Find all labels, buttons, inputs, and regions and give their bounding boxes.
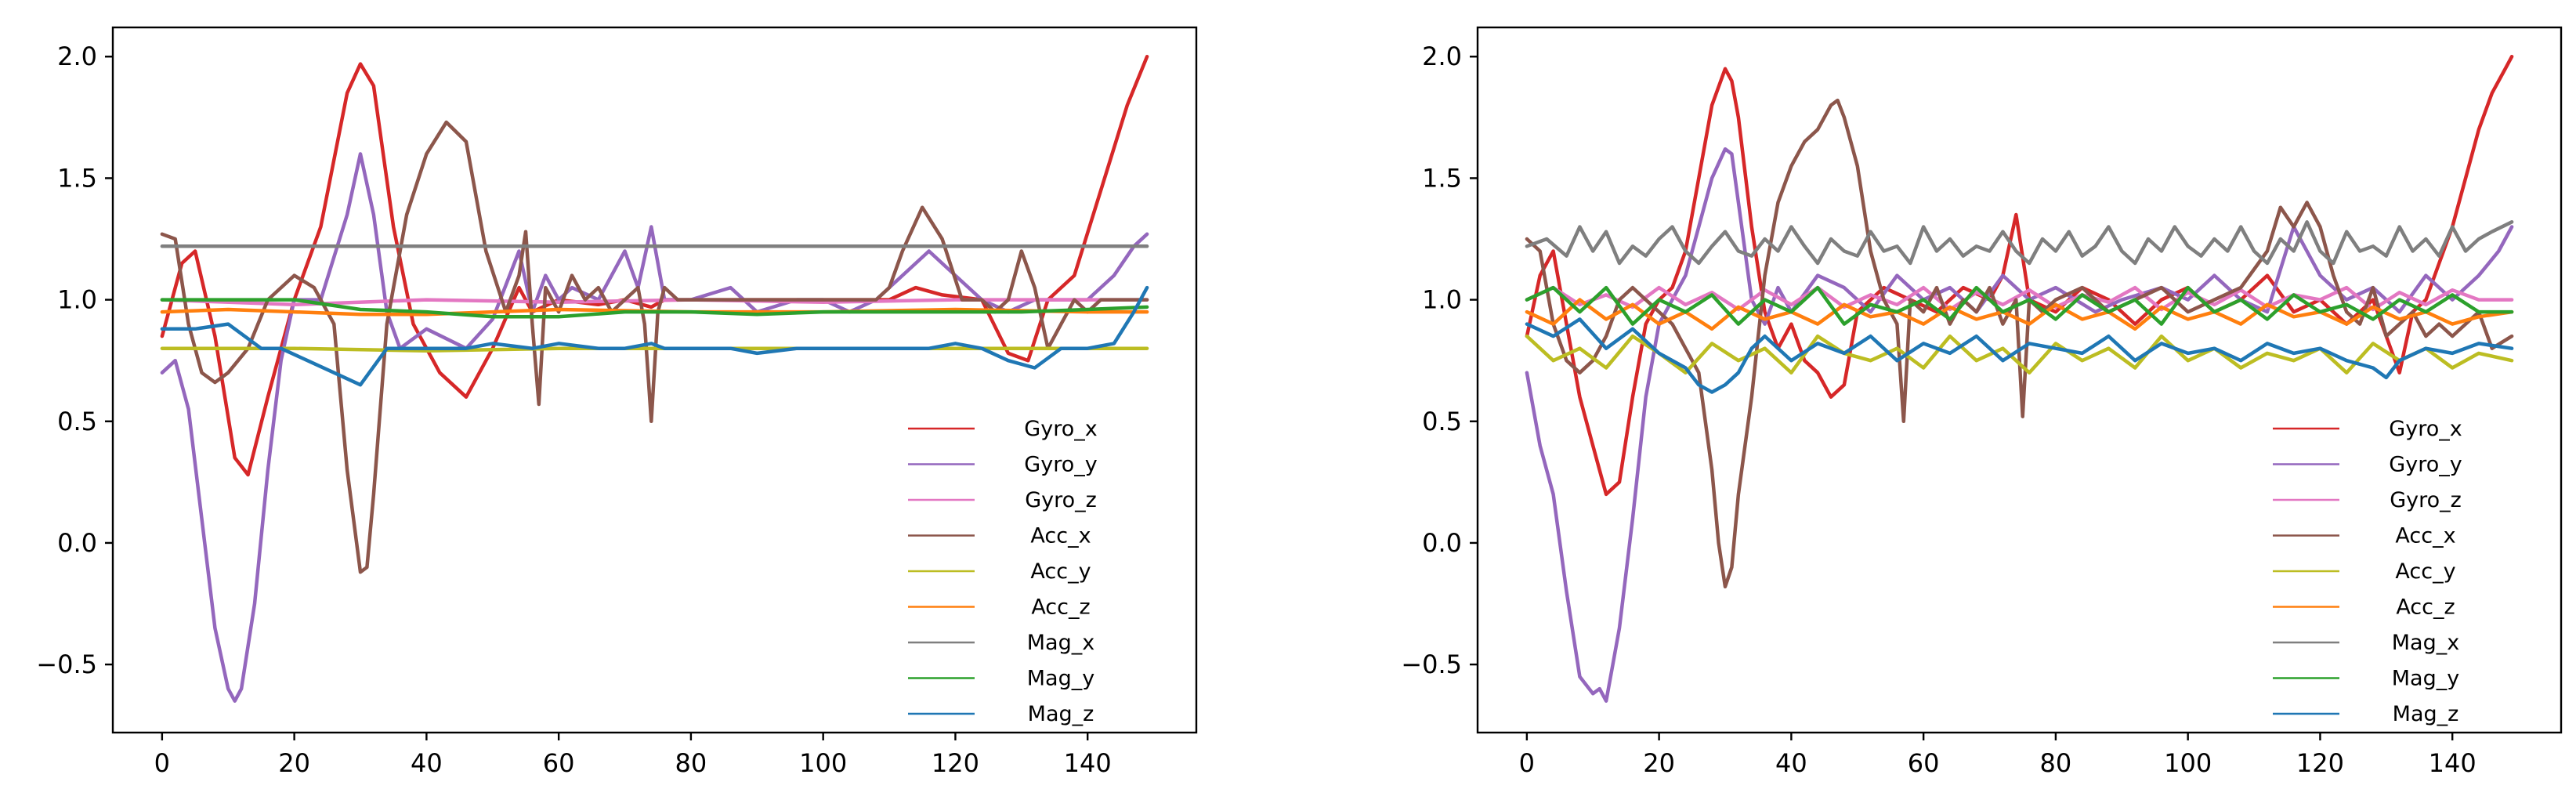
series-line-acc-x bbox=[160, 120, 1149, 574]
series-lines bbox=[160, 54, 1149, 703]
y-tick-label: 0.5 bbox=[1422, 407, 1462, 436]
series-lines bbox=[1525, 54, 2514, 703]
legend-label: Mag_z bbox=[1028, 702, 1094, 726]
x-tick-label: 40 bbox=[411, 748, 443, 778]
legend-label: Mag_z bbox=[2393, 702, 2459, 726]
x-tick-label: 0 bbox=[154, 748, 170, 778]
y-tick-label: −0.5 bbox=[36, 650, 97, 679]
legend-label: Mag_x bbox=[2392, 631, 2459, 655]
x-tick-label: 100 bbox=[799, 748, 847, 778]
legend-label: Acc_y bbox=[1030, 559, 1091, 584]
legend-label: Gyro_y bbox=[1024, 453, 1097, 477]
legend-label: Gyro_z bbox=[1025, 488, 1097, 512]
series-line-acc-z bbox=[1525, 298, 2514, 331]
y-tick-label: 1.0 bbox=[1422, 285, 1462, 315]
right-chart-panel: 0 20 40 60 80 100 120 140 −0.5 0.0 0.5 1.0 1.5 2.0 Gyr… bbox=[1401, 26, 2563, 778]
series-line-gyro-y bbox=[1525, 147, 2514, 703]
legend-label: Gyro_x bbox=[1024, 417, 1097, 441]
legend-label: Acc_x bbox=[1030, 524, 1091, 548]
x-tick-label: 20 bbox=[278, 748, 310, 778]
x-tick-label: 60 bbox=[1908, 748, 1940, 778]
left-chart-panel: 0 20 40 60 80 100 120 140 −0.5 0.0 0.5 1.0 1.5 2.0 Gyr… bbox=[36, 26, 1198, 778]
x-tick-label: 80 bbox=[675, 748, 707, 778]
series-line-mag-z bbox=[1525, 317, 2514, 394]
y-tick-label: 0.0 bbox=[57, 528, 97, 558]
legend-label: Mag_x bbox=[1027, 631, 1094, 655]
legend-label: Gyro_y bbox=[2389, 453, 2462, 477]
x-tick-label: 40 bbox=[1775, 748, 1807, 778]
legend-label: Acc_x bbox=[2395, 524, 2455, 548]
axes-frame bbox=[111, 26, 1198, 734]
x-tick-label: 0 bbox=[1519, 748, 1535, 778]
x-tick-label: 100 bbox=[2164, 748, 2212, 778]
x-tick-label: 120 bbox=[2296, 748, 2344, 778]
y-tick-label: 2.0 bbox=[57, 42, 97, 71]
x-tick-label: 60 bbox=[543, 748, 575, 778]
series-line-mag-y bbox=[160, 298, 1149, 319]
series-line-gyro-z bbox=[1525, 285, 2514, 312]
y-tick-label: 0.5 bbox=[57, 407, 97, 436]
legend-label: Mag_y bbox=[1027, 667, 1094, 691]
series-line-acc-y bbox=[1525, 334, 2514, 375]
legend: Gyro_x Gyro_y Gyro_z Acc_x Acc_y Acc_z Mag_x Ma… bbox=[908, 417, 1098, 726]
series-line-gyro-x bbox=[1525, 54, 2514, 497]
series-line-mag-x bbox=[1525, 220, 2514, 266]
x-tick-label: 120 bbox=[932, 748, 979, 778]
y-tick-label: 2.0 bbox=[1422, 42, 1462, 71]
y-tick-label: 1.0 bbox=[57, 285, 97, 315]
series-line-gyro-y bbox=[160, 152, 1149, 703]
series-line-mag-z bbox=[160, 285, 1149, 387]
series-line-gyro-x bbox=[160, 54, 1149, 477]
legend-label: Acc_y bbox=[2395, 559, 2455, 584]
series-line-acc-x bbox=[1525, 98, 2514, 589]
y-tick-label: 1.5 bbox=[57, 163, 97, 193]
y-tick-label: 1.5 bbox=[1422, 163, 1462, 193]
x-tick-label: 20 bbox=[1643, 748, 1675, 778]
legend-label: Acc_z bbox=[2396, 595, 2455, 620]
legend-label: Gyro_z bbox=[2390, 488, 2462, 512]
axes-frame bbox=[1476, 26, 2563, 734]
legend-label: Gyro_x bbox=[2389, 417, 2462, 441]
y-tick-label: −0.5 bbox=[1401, 650, 1462, 679]
x-tick-label: 140 bbox=[2429, 748, 2477, 778]
y-tick-label: 0.0 bbox=[1422, 528, 1462, 558]
legend: Gyro_x Gyro_y Gyro_z Acc_x Acc_y Acc_z Mag_x Ma… bbox=[2273, 417, 2462, 726]
series-line-mag-y bbox=[1525, 285, 2514, 326]
legend-label: Mag_y bbox=[2392, 667, 2459, 691]
legend-label: Acc_z bbox=[1031, 595, 1090, 620]
x-tick-label: 80 bbox=[2040, 748, 2072, 778]
x-tick-label: 140 bbox=[1064, 748, 1112, 778]
